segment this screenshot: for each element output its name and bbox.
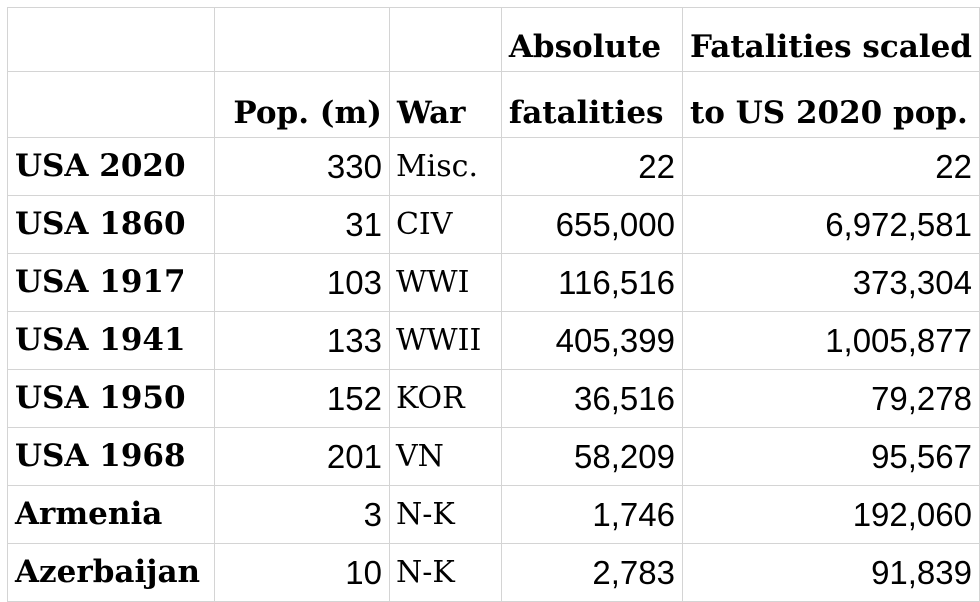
table-row: Azerbaijan 10 N-K 2,783 91,839 [7, 543, 980, 602]
absolute-fatalities-cell: 36,516 [500, 369, 683, 428]
population-cell: 201 [213, 427, 390, 486]
scaled-fatalities-cell: 91,839 [681, 543, 980, 602]
war-cell: KOR [388, 369, 502, 428]
war-cell: WWII [388, 311, 502, 370]
header-cell [388, 7, 502, 72]
row-label: USA 1860 [7, 195, 215, 254]
table-row: USA 1968 201 VN 58,209 95,567 [7, 427, 980, 486]
row-label: Azerbaijan [7, 543, 215, 602]
absolute-fatalities-cell: 1,746 [500, 485, 683, 544]
header-scaled-line1: Fatalities scaled [681, 7, 980, 72]
header-cell [213, 7, 390, 72]
fatalities-table: Absolute Fatalities scaled Pop. (m) War … [7, 7, 980, 602]
header-absolute-line2: fatalities [500, 71, 683, 138]
table-row: USA 1950 152 KOR 36,516 79,278 [7, 369, 980, 428]
war-cell: N-K [388, 543, 502, 602]
war-cell: N-K [388, 485, 502, 544]
header-scaled-line2: to US 2020 pop. [681, 71, 980, 138]
table-row: USA 1917 103 WWI 116,516 373,304 [7, 253, 980, 312]
absolute-fatalities-cell: 22 [500, 137, 683, 196]
scaled-fatalities-cell: 95,567 [681, 427, 980, 486]
population-cell: 31 [213, 195, 390, 254]
header-absolute-line1: Absolute [500, 7, 683, 72]
header-cell [7, 71, 215, 138]
population-cell: 152 [213, 369, 390, 428]
war-cell: WWI [388, 253, 502, 312]
absolute-fatalities-cell: 116,516 [500, 253, 683, 312]
table-row: Armenia 3 N-K 1,746 192,060 [7, 485, 980, 544]
row-label: Armenia [7, 485, 215, 544]
table-row: USA 1860 31 CIV 655,000 6,972,581 [7, 195, 980, 254]
population-cell: 330 [213, 137, 390, 196]
scaled-fatalities-cell: 6,972,581 [681, 195, 980, 254]
row-label: USA 1941 [7, 311, 215, 370]
header-row-1: Absolute Fatalities scaled [7, 7, 980, 72]
scaled-fatalities-cell: 1,005,877 [681, 311, 980, 370]
row-label: USA 1917 [7, 253, 215, 312]
absolute-fatalities-cell: 2,783 [500, 543, 683, 602]
war-cell: Misc. [388, 137, 502, 196]
row-label: USA 1968 [7, 427, 215, 486]
header-cell [7, 7, 215, 72]
war-cell: VN [388, 427, 502, 486]
header-war: War [388, 71, 502, 138]
population-cell: 10 [213, 543, 390, 602]
table-row: USA 2020 330 Misc. 22 22 [7, 137, 980, 196]
absolute-fatalities-cell: 405,399 [500, 311, 683, 370]
header-row-2: Pop. (m) War fatalities to US 2020 pop. [7, 71, 980, 138]
row-label: USA 1950 [7, 369, 215, 428]
scaled-fatalities-cell: 373,304 [681, 253, 980, 312]
population-cell: 133 [213, 311, 390, 370]
header-pop: Pop. (m) [213, 71, 390, 138]
scaled-fatalities-cell: 192,060 [681, 485, 980, 544]
population-cell: 103 [213, 253, 390, 312]
war-cell: CIV [388, 195, 502, 254]
absolute-fatalities-cell: 655,000 [500, 195, 683, 254]
scaled-fatalities-cell: 79,278 [681, 369, 980, 428]
row-label: USA 2020 [7, 137, 215, 196]
table-row: USA 1941 133 WWII 405,399 1,005,877 [7, 311, 980, 370]
scaled-fatalities-cell: 22 [681, 137, 980, 196]
absolute-fatalities-cell: 58,209 [500, 427, 683, 486]
population-cell: 3 [213, 485, 390, 544]
